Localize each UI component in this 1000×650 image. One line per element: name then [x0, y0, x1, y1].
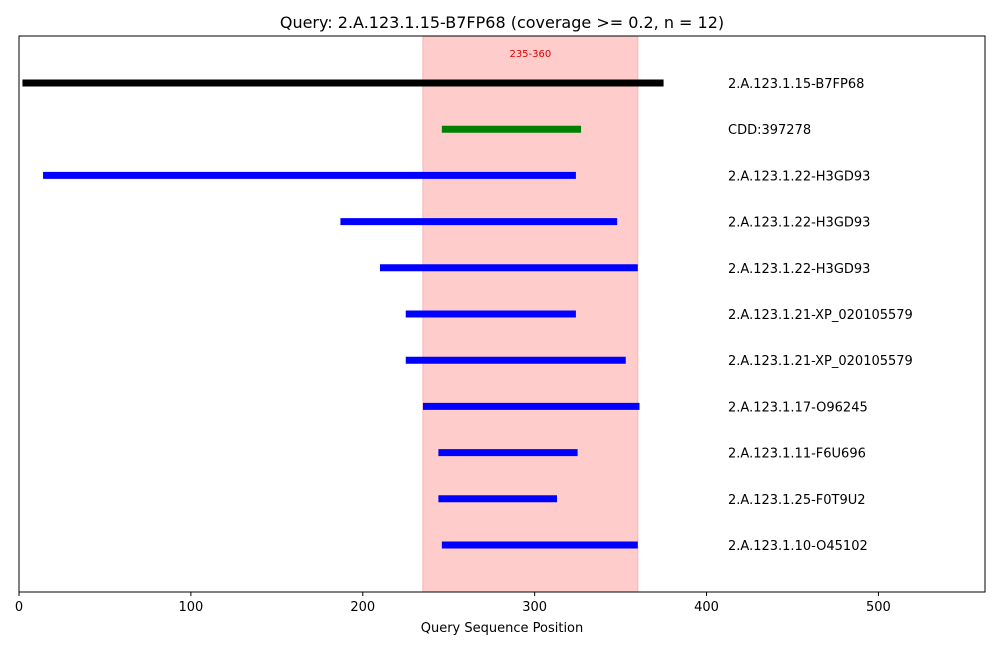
row-label: 2.A.123.1.17-O96245	[728, 400, 868, 415]
row-label: 2.A.123.1.10-O45102	[728, 539, 868, 554]
row-label: 2.A.123.1.15-B7FP68	[728, 77, 864, 92]
row-label: CDD:397278	[728, 123, 811, 138]
highlight-region-label: 235-360	[509, 49, 551, 60]
plot-area-frame	[18, 35, 986, 593]
x-tick-label: 400	[694, 600, 719, 615]
x-tick-label: 0	[15, 600, 23, 615]
row-labels-group: 2.A.123.1.15-B7FP68 CDD:397278 2.A.123.1.2…	[728, 77, 913, 554]
row-label: 2.A.123.1.22-H3GD93	[728, 262, 870, 277]
x-axis-label: Query Sequence Position	[421, 621, 584, 636]
row-label: 2.A.123.1.25-F0T9U2	[728, 493, 866, 508]
range-bars-group	[22, 79, 664, 549]
row-label: 2.A.123.1.22-H3GD93	[728, 216, 870, 231]
row-label: 2.A.123.1.21-XP_020105579	[728, 308, 913, 323]
x-tick-label: 200	[350, 600, 375, 615]
chart-title: Query: 2.A.123.1.15-B7FP68 (coverage >= …	[280, 13, 724, 32]
row-label: 2.A.123.1.11-F6U696	[728, 447, 866, 462]
x-axis-ticks-group: 0 100 200 300 400 500	[15, 592, 891, 615]
x-tick-label: 100	[178, 600, 203, 615]
row-label: 2.A.123.1.21-XP_020105579	[728, 354, 913, 369]
x-tick-label: 500	[866, 600, 891, 615]
row-label: 2.A.123.1.22-H3GD93	[728, 169, 870, 184]
x-tick-label: 300	[522, 600, 547, 615]
